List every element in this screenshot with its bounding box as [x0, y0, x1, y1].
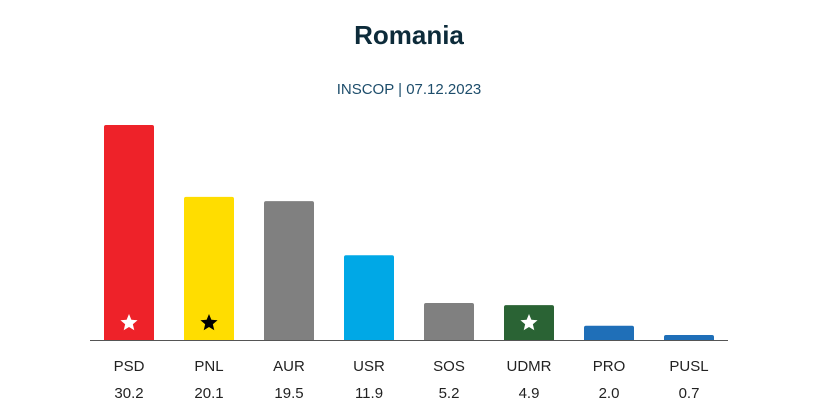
chart-subtitle: INSCOP | 07.12.2023 — [337, 81, 482, 98]
bar — [424, 302, 474, 340]
star-icon — [120, 314, 138, 331]
x-tick-label: PRO — [593, 358, 626, 375]
x-tick-label: SOS — [433, 358, 465, 375]
value-label: 20.1 — [194, 385, 223, 402]
x-tick-label: PUSL — [669, 358, 708, 375]
bar — [344, 255, 394, 340]
value-label: 11.9 — [355, 385, 383, 402]
bar — [184, 196, 234, 340]
star-icon — [200, 314, 218, 331]
x-tick-label: USR — [353, 358, 385, 375]
x-tick-label: UDMR — [507, 358, 552, 375]
bar — [264, 201, 314, 340]
value-label: 0.7 — [679, 385, 700, 402]
chart-title: Romania — [354, 20, 464, 50]
value-label: 5.2 — [439, 385, 460, 402]
bar — [104, 124, 154, 340]
value-label: 2.0 — [599, 385, 620, 402]
value-label: 19.5 — [274, 385, 303, 402]
bar — [584, 325, 634, 340]
bar — [664, 335, 714, 340]
x-tick-label: PNL — [194, 358, 223, 375]
value-label: 30.2 — [114, 385, 143, 402]
x-tick-label: PSD — [114, 358, 145, 375]
x-tick-label: AUR — [273, 358, 305, 375]
value-label: 4.9 — [519, 385, 540, 402]
star-icon — [520, 314, 538, 331]
